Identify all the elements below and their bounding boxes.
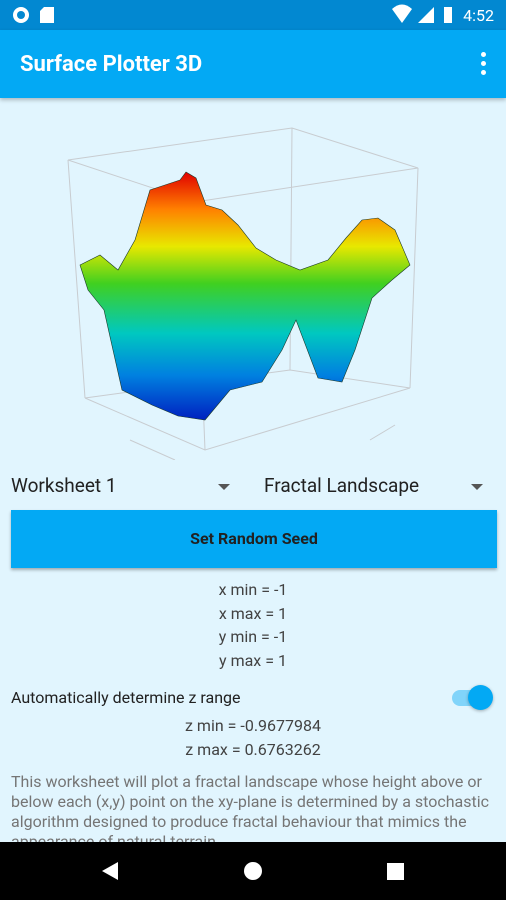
dropdown-arrow — [218, 484, 230, 490]
recents-button[interactable] — [387, 863, 404, 880]
switch-thumb[interactable] — [468, 685, 493, 710]
worksheet-spinner[interactable]: Worksheet 1 — [11, 474, 117, 497]
app-bar: Surface Plotter 3D — [0, 30, 506, 98]
dropdown-arrow — [471, 484, 483, 490]
z-range-text: z max = 0.6763262 — [185, 740, 321, 759]
range-text: x max = 1 — [218, 604, 288, 623]
status-bar: 4:52 — [0, 0, 506, 30]
home-button[interactable] — [244, 862, 262, 880]
app-title: Surface Plotter 3D — [20, 52, 203, 77]
system-icons — [392, 4, 452, 23]
range-text: y min = -1 — [218, 627, 288, 646]
toggle-label: Automatically determine z range — [11, 688, 241, 707]
status-icons — [13, 7, 54, 23]
range-text: y max = 1 — [219, 651, 287, 670]
z-range-text: z min = -0.9677984 — [185, 716, 321, 735]
back-button[interactable] — [102, 862, 118, 880]
surface-plot — [67, 127, 419, 460]
clock: 4:52 — [463, 6, 494, 25]
nav-buttons — [102, 862, 404, 880]
range-text: x min = -1 — [218, 580, 288, 599]
surface — [79, 171, 411, 421]
overflow-menu[interactable] — [480, 52, 488, 78]
nav-bar — [0, 842, 506, 900]
random-seed-button[interactable]: Set Random Seed — [11, 510, 497, 568]
description: This worksheet will plot a fractal lands… — [11, 772, 489, 851]
function-spinner[interactable]: Fractal Landscape — [264, 474, 420, 497]
